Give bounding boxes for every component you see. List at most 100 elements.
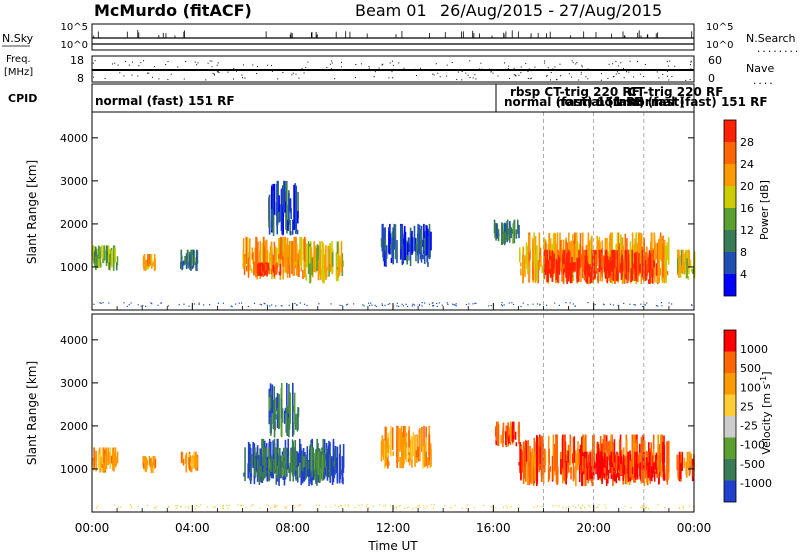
echo-cell [282,205,284,235]
echo-cell [94,256,97,269]
echo-cell [636,463,639,478]
echo-cell [104,453,107,471]
echo-cell [539,447,542,464]
echo-cell [321,267,324,271]
colorbar-tick-label: 28 [740,136,754,149]
y-tick-label: 4000 [60,132,88,145]
y-tick-label: 1000 [60,463,88,476]
echo-cell [575,507,577,509]
nave-dot [123,75,125,77]
echo-cell [348,506,350,508]
echo-cell [399,433,402,450]
echo-cell [286,382,288,413]
echo-cell [536,303,539,305]
echo-cell [92,245,94,261]
echo-cell [548,448,550,466]
echo-cell [188,464,191,471]
echo-cell [274,420,276,431]
nave-dot [389,62,391,64]
echo-cell [108,262,111,270]
echo-cell [488,305,490,307]
echo-cell [565,302,567,304]
echo-cell [339,505,342,507]
echo-cell [657,504,659,506]
echo-cell [418,504,421,506]
nave-dot [392,64,394,66]
echo-cell [592,255,594,270]
echo-cell [327,245,330,271]
echo-cell [544,264,547,272]
echo-cell [319,262,321,275]
nave-dot [505,68,507,70]
nave-dot [513,67,515,69]
echo-cell [404,426,407,460]
echo-cell [472,303,474,305]
echo-cell [426,225,428,255]
nave-dot [138,65,140,67]
echo-cell [598,249,601,273]
echo-cell [507,422,509,447]
echo-cell [98,449,100,469]
x-axis: 00:00 04:00 08:00 12:00 16:00 20:00 00:00 [75,303,711,535]
nave-dot [128,64,130,66]
nave-dot [165,64,167,66]
nave-dot [620,62,622,64]
echo-cell [569,271,572,284]
echo-cell [518,247,521,263]
echo-cell [375,305,377,308]
echo-cell [626,456,628,479]
echo-cell [516,219,519,234]
nave-dot [340,66,342,68]
echo-cell [639,474,642,480]
echo-cell [418,303,421,306]
echo-cell [619,451,622,468]
echo-cell [361,504,363,506]
echo-cell [295,189,297,235]
colorbar-segment [724,437,736,459]
echo-cell [584,255,587,274]
echo-cell [292,450,295,476]
echo-cell [590,267,593,283]
colorbar-tick-label: 16 [740,202,754,215]
echo-cell [533,506,535,508]
echo-cell [581,455,584,472]
echo-cell [503,231,506,246]
echo-cell [152,456,154,466]
echo-cell [652,449,655,476]
echo-cell [107,255,110,262]
echo-cell [347,303,349,305]
power-y-axis: 1000 2000 3000 4000 [60,132,694,274]
echo-cell [383,505,385,507]
echo-cell [260,448,262,466]
echo-cell [269,408,272,418]
echo-cell [634,304,636,306]
nave-dot [92,62,94,64]
echo-cell [397,428,400,463]
echo-cell [593,461,596,469]
echo-cell [425,437,428,452]
echo-cell [432,304,434,307]
echo-cell [501,302,503,304]
echo-cell [315,256,317,268]
nave-dot [607,77,609,79]
echo-cell [196,457,199,468]
echo-cell [222,507,224,509]
nave-dot [331,60,333,62]
echo-cell [116,451,119,464]
echo-cell [658,477,660,485]
echo-cell [432,507,434,509]
echo-cell [598,504,600,506]
echo-cell [389,244,392,249]
nave-dot [545,75,547,77]
echo-cell [617,304,619,306]
echo-cell [612,463,615,480]
echo-cell [582,466,585,475]
echo-cell [273,183,276,215]
echo-cell [323,254,326,274]
echo-cell [278,470,280,486]
echo-cell [274,246,277,275]
echo-cell [412,303,414,305]
echo-cell [572,303,574,305]
echo-cell [102,463,105,473]
echo-cell [247,256,250,278]
